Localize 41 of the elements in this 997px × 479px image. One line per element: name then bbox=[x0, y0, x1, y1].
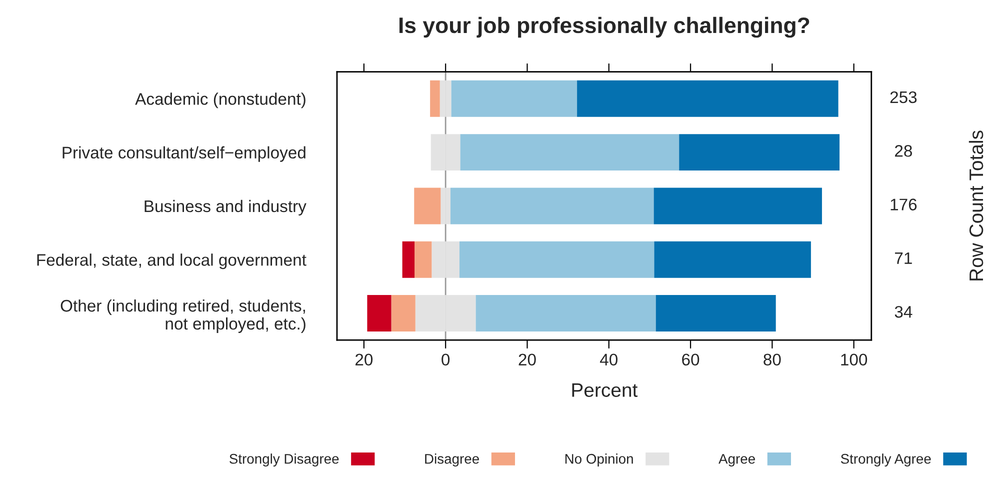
chart-title: Is your job professionally challenging? bbox=[399, 16, 810, 38]
x-axis-title: Percent bbox=[572, 383, 638, 397]
bar bbox=[430, 80, 440, 117]
bar bbox=[460, 134, 680, 171]
bar bbox=[402, 241, 415, 278]
text: 253 bbox=[890, 91, 917, 104]
bar bbox=[459, 241, 654, 278]
bar bbox=[656, 295, 776, 332]
x-tick-label: 20 bbox=[518, 354, 536, 366]
y-tick-label: Academic (nonstudent) bbox=[135, 92, 306, 108]
bar bbox=[414, 241, 432, 278]
y-tick-label: Private consultant/self−employed bbox=[62, 146, 306, 162]
x-tick-label: 40 bbox=[600, 354, 618, 366]
bar bbox=[391, 295, 416, 332]
x-tick-label: 60 bbox=[682, 354, 700, 366]
text: 28 bbox=[895, 144, 912, 157]
text: 34 bbox=[894, 306, 912, 318]
text: Row Count Totals bbox=[968, 130, 984, 280]
legend-label: Strongly Disagree bbox=[230, 454, 339, 466]
bar bbox=[450, 188, 654, 224]
bar bbox=[367, 295, 392, 332]
x-tick-label: 20 bbox=[356, 354, 373, 366]
bar bbox=[654, 188, 822, 224]
y-tick-label: Business and industry bbox=[144, 200, 306, 216]
text: 176 bbox=[890, 198, 917, 210]
x-tick-label: 0 bbox=[442, 354, 450, 366]
bar bbox=[577, 80, 838, 117]
bar bbox=[451, 80, 578, 117]
bar bbox=[414, 188, 441, 224]
legend-label: No Opinion bbox=[565, 454, 633, 466]
bar bbox=[679, 134, 840, 171]
y-tick-label: Other (including retired, students, not employed, etc.) bbox=[60, 299, 306, 333]
y-tick-label: Federal, state, and local government bbox=[37, 254, 306, 270]
bar bbox=[654, 241, 811, 278]
x-tick-label: 100 bbox=[841, 354, 868, 366]
legend-label: Agree bbox=[718, 454, 755, 466]
x-tick-label: 80 bbox=[764, 354, 781, 366]
bar bbox=[476, 295, 656, 332]
legend-label: Strongly Agree bbox=[840, 454, 931, 466]
legend-label: Disagree bbox=[425, 454, 479, 466]
text: 71 bbox=[895, 252, 912, 264]
